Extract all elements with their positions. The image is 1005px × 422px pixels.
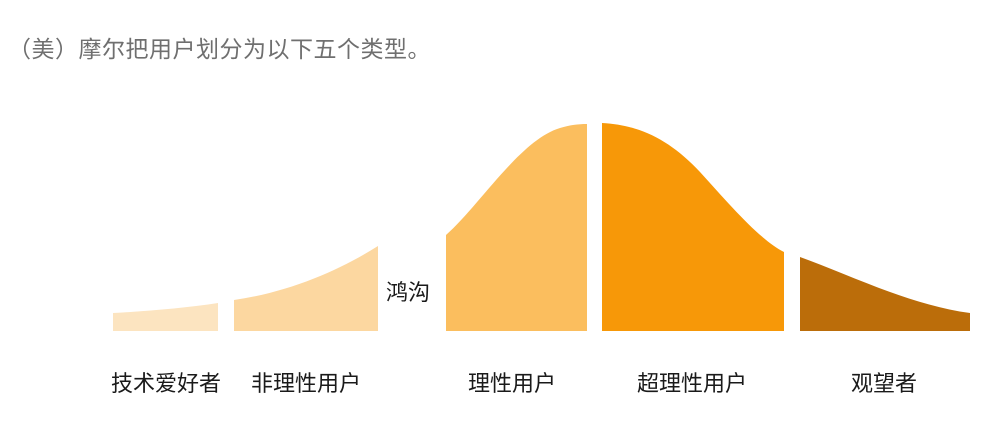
segment-early-adopters-shape xyxy=(234,246,378,331)
segment-label-early-adopters: 非理性用户 xyxy=(250,372,362,397)
segment-label-early-majority: 理性用户 xyxy=(467,372,557,397)
segment-laggards-shape xyxy=(800,257,970,331)
segment-label-innovators: 技术爱好者 xyxy=(110,372,222,397)
segment-late-majority-shape xyxy=(602,123,784,331)
page-heading: （美）摩尔把用户划分为以下五个类型。 xyxy=(8,37,431,63)
segment-early-majority-shape xyxy=(446,124,587,331)
segment-label-laggards: 观望者 xyxy=(850,372,918,397)
segment-label-late-majority: 超理性用户 xyxy=(636,372,748,397)
chasm-label: 鸿沟 xyxy=(386,281,431,306)
segment-innovators-shape xyxy=(113,303,218,331)
